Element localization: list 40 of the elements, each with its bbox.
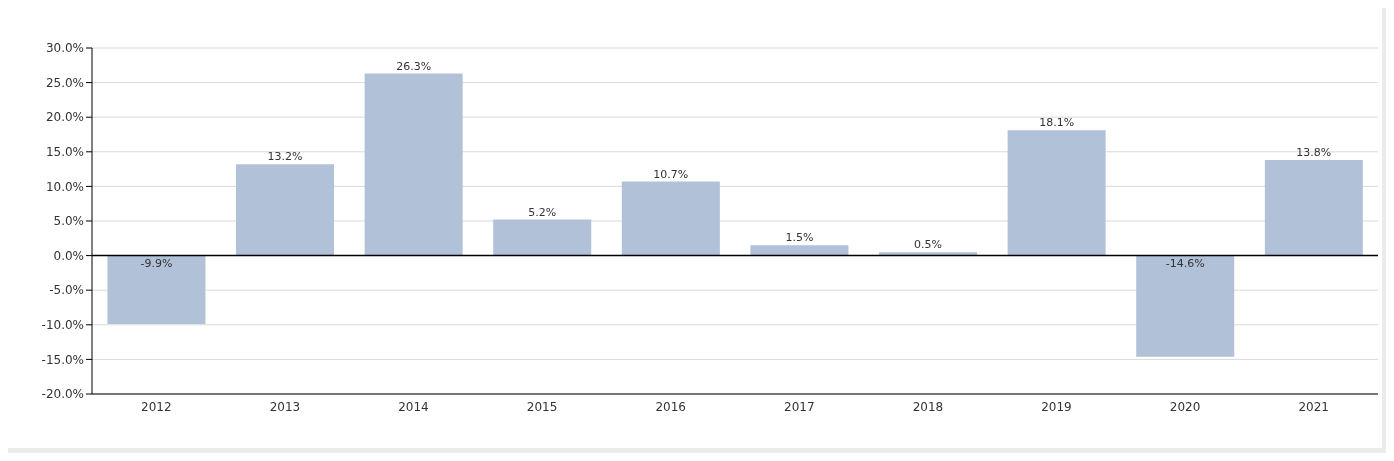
y-tick-label: -10.0%: [41, 318, 84, 333]
x-tick-label: 2021: [1298, 399, 1329, 414]
y-tick-label: -5.0%: [49, 283, 84, 298]
bar: [1136, 255, 1235, 357]
y-tick-label: 15.0%: [45, 145, 84, 160]
data-label: -14.6%: [1165, 256, 1205, 270]
bar: [750, 245, 849, 256]
x-tick-label: 2018: [912, 399, 944, 414]
x-tick-label: 2016: [655, 399, 686, 414]
x-tick-label: 2015: [526, 399, 558, 414]
y-tick-label: 5.0%: [53, 214, 84, 229]
bar: [1264, 160, 1363, 256]
data-label: 13.2%: [267, 150, 303, 164]
bar: [1007, 130, 1106, 256]
y-tick-label: 20.0%: [45, 110, 84, 125]
x-tick-label: 2014: [398, 399, 429, 414]
data-label: 0.5%: [914, 238, 943, 252]
data-label: 1.5%: [785, 231, 814, 245]
x-tick-label: 2012: [141, 399, 172, 414]
x-tick-label: 2017: [784, 399, 815, 414]
y-tick-label: 0.0%: [53, 248, 84, 263]
data-label: 26.3%: [396, 59, 432, 73]
data-label: 18.1%: [1039, 116, 1075, 130]
y-tick-label: 30.0%: [45, 41, 84, 56]
bar: [621, 181, 720, 256]
bar: [493, 219, 592, 256]
data-label: -9.9%: [140, 256, 173, 270]
x-tick-label: 2020: [1169, 399, 1201, 414]
bar: [236, 164, 335, 256]
data-label: 13.8%: [1296, 146, 1332, 160]
x-tick-label: 2019: [1041, 399, 1072, 414]
x-tick-label: 2013: [269, 399, 301, 414]
y-tick-label: 25.0%: [45, 75, 84, 90]
data-label: 5.2%: [528, 205, 557, 219]
y-tick-label: -20.0%: [41, 387, 84, 402]
bar: [107, 255, 206, 325]
bar: [364, 73, 463, 256]
y-tick-label: -15.0%: [41, 352, 84, 367]
y-tick-label: 10.0%: [45, 179, 84, 194]
data-label: 10.7%: [653, 167, 689, 181]
